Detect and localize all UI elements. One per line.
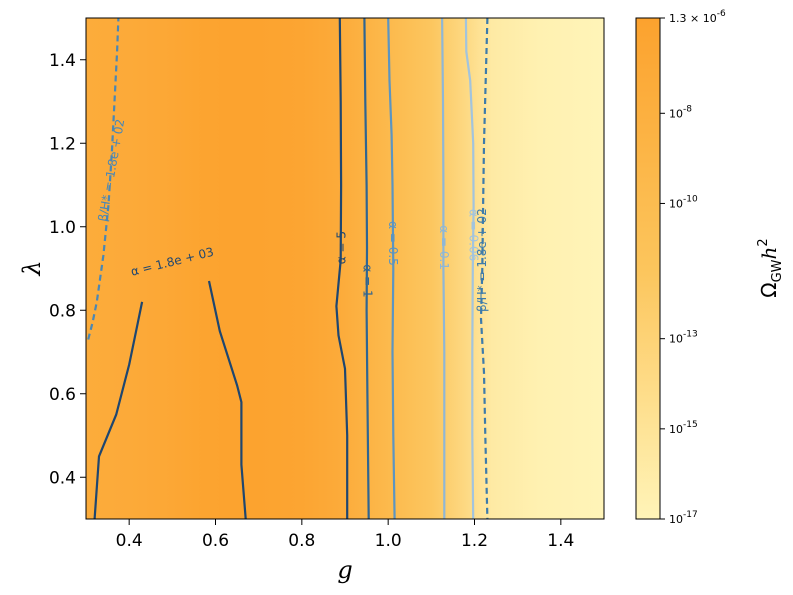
heatmap-field <box>86 18 604 519</box>
contour-label-alpha-0.1: α = 0.1 <box>437 225 451 270</box>
y-tick-label: 0.6 <box>49 385 76 405</box>
contour-alpha-0.5 <box>387 18 396 519</box>
colorbar-tick-label: 10-17 <box>669 510 698 526</box>
contour-beta-right <box>479 18 489 519</box>
colorbar-tick-label: 1.3 × 10-6 <box>669 9 726 25</box>
colorbar <box>635 17 661 520</box>
y-axis-label: λ <box>18 260 46 276</box>
x-axis-label: g <box>337 556 352 584</box>
contour-alpha-1800 <box>93 301 144 519</box>
contour-alpha-5 <box>335 18 349 519</box>
contour-label-alpha-5: α = 5 <box>334 231 348 264</box>
contour-lines <box>87 18 489 519</box>
colorbar-title: ΩGWh2 <box>756 238 785 297</box>
colorbar-tick-label: 10-13 <box>669 330 698 346</box>
contour-alpha-1800 <box>207 280 247 519</box>
contour-label-beta-right: β/H* = 1.8e + 02 <box>475 208 489 312</box>
colorbar-ticks: 1.3 × 10-6 10-8 10-10 10-13 10-15 10-17 <box>660 9 726 526</box>
x-axis: 0.4 0.6 0.8 1.0 1.2 1.4 <box>116 519 574 551</box>
y-tick-label: 1.4 <box>49 51 76 71</box>
x-tick-label: 1.4 <box>547 531 574 551</box>
contour-label-alpha-0.5: α = 0.5 <box>386 221 400 266</box>
y-tick-label: 0.4 <box>49 468 76 488</box>
contour-beta-left <box>87 18 120 340</box>
plot-frame <box>85 17 605 520</box>
colorbar-tick-label: 10-8 <box>669 104 692 120</box>
y-tick-label: 1.0 <box>49 218 76 238</box>
y-tick-label: 0.8 <box>49 301 76 321</box>
contour-alpha-1 <box>363 18 370 519</box>
contour-alpha-0.1 <box>441 18 446 519</box>
contour-alpha-0.06 <box>464 18 475 519</box>
x-tick-label: 0.4 <box>116 531 143 551</box>
contour-label-alpha-1: α = 1 <box>361 264 375 297</box>
x-tick-label: 0.6 <box>202 531 229 551</box>
y-axis: 0.4 0.6 0.8 1.0 1.2 1.4 <box>49 51 86 488</box>
x-tick-label: 1.2 <box>461 531 488 551</box>
y-tick-label: 1.2 <box>49 134 76 154</box>
contour-label-alpha-0.06: α = 0.06 <box>466 209 480 261</box>
colorbar-tick-label: 10-15 <box>669 420 698 436</box>
x-tick-label: 1.0 <box>375 531 402 551</box>
x-tick-label: 0.8 <box>288 531 315 551</box>
colorbar-tick-label: 10-10 <box>669 194 698 210</box>
